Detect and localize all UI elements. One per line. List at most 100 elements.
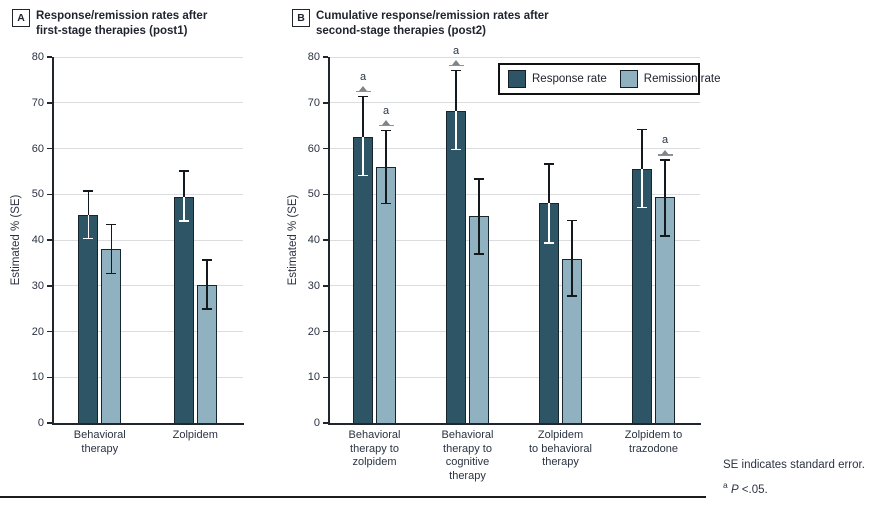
y-tick-label: 10 <box>307 371 320 384</box>
panel-b-title: Cumulative response/remission rates afte… <box>316 9 549 38</box>
error-bar <box>664 197 666 237</box>
gridline <box>52 331 243 332</box>
y-tick-label: 40 <box>31 234 44 246</box>
y-tick-label: 60 <box>307 142 320 155</box>
sig-marker-caret-icon <box>381 120 390 126</box>
panel-b-title-line1: Cumulative response/remission rates afte… <box>316 10 549 22</box>
y-tick-label: 40 <box>307 234 320 246</box>
footnote-p: a P <.05. <box>723 480 865 496</box>
panel-a-title: Response/remission rates after first-sta… <box>36 9 207 38</box>
sig-marker-line <box>657 154 673 156</box>
footnote-p-symbol: P <box>730 483 739 496</box>
gridline <box>328 193 700 195</box>
y-tick <box>323 376 328 378</box>
y-tick-label: 0 <box>313 417 320 429</box>
error-bar <box>478 178 480 217</box>
category-label: Zolpidem to behavioral therapy <box>529 429 592 468</box>
bar-response <box>446 110 466 423</box>
error-cap <box>544 242 554 244</box>
y-tick-label: 30 <box>307 279 320 292</box>
response-rate-swatch-icon <box>508 70 526 88</box>
sig-marker-line <box>355 90 371 93</box>
error-bar <box>206 259 208 285</box>
y-tick <box>323 239 328 241</box>
panel-a-header: A Response/remission rates after first-s… <box>12 9 207 38</box>
error-bar <box>571 258 573 297</box>
y-tick <box>323 102 328 104</box>
error-bar <box>385 166 387 205</box>
legend-item-remission: Remission rate <box>619 70 721 88</box>
y-tick <box>47 56 52 58</box>
y-tick-label: 60 <box>31 142 44 155</box>
y-tick <box>47 193 52 195</box>
y-tick <box>47 102 52 104</box>
gridline <box>52 56 243 58</box>
remission-rate-swatch-icon <box>619 70 638 88</box>
figure-bottom-rule <box>0 496 706 498</box>
error-cap <box>358 174 368 177</box>
gridline <box>52 285 243 287</box>
error-cap <box>474 253 484 255</box>
category-label: Zolpidem <box>172 429 218 441</box>
category-label: Behavioral therapy <box>73 429 126 455</box>
panel-a-title-line1: Response/remission rates after <box>36 10 208 22</box>
error-bar <box>206 284 208 310</box>
error-bar <box>571 219 573 259</box>
y-tick-label: 20 <box>31 325 44 338</box>
error-bar <box>664 159 666 198</box>
y-tick-label: 10 <box>31 371 44 384</box>
gridline <box>328 239 700 241</box>
gridline <box>52 193 243 195</box>
error-cap <box>201 308 212 310</box>
error-bar <box>183 170 185 197</box>
sig-label: a <box>452 44 460 57</box>
category-label: Behavioral therapy to zolpidem <box>348 429 401 468</box>
sig-marker-line <box>448 64 464 67</box>
y-tick <box>323 56 328 58</box>
panel-a-label: A <box>12 9 30 27</box>
gridline <box>328 102 700 104</box>
y-tick <box>323 285 328 287</box>
bar-response <box>353 136 373 423</box>
gridline <box>328 148 700 149</box>
y-tick-label: 50 <box>307 188 320 201</box>
gridline <box>52 148 243 149</box>
gridline <box>328 56 700 58</box>
error-cap <box>567 295 577 297</box>
error-cap <box>381 202 391 205</box>
error-bar <box>641 168 643 209</box>
error-bar <box>87 214 89 240</box>
error-bar <box>87 190 89 215</box>
y-tick <box>323 422 328 424</box>
y-tick <box>47 330 52 333</box>
error-bar <box>362 136 364 177</box>
error-bar <box>548 203 550 244</box>
gridline <box>52 102 243 104</box>
y-tick <box>47 422 52 424</box>
category-label: Behavioral therapy to cognitive therapy <box>441 429 494 482</box>
sig-label: a <box>661 134 669 147</box>
error-cap <box>451 148 461 151</box>
footnote-se: SE indicates standard error. <box>723 459 865 471</box>
y-tick-label: 70 <box>31 96 44 109</box>
panel-b-label: B <box>292 9 310 27</box>
legend: Response rate Remission rate <box>498 63 721 95</box>
y-tick <box>47 376 52 378</box>
y-tick-label: 20 <box>307 325 320 338</box>
error-cap <box>660 235 670 237</box>
legend-label-remission: Remission rate <box>643 73 721 85</box>
x-axis <box>52 423 244 425</box>
error-bar <box>362 95 364 137</box>
legend-label-response: Response rate <box>532 73 607 85</box>
footnote-p-value: <.05. <box>738 483 768 496</box>
sig-label: a <box>359 70 367 83</box>
error-bar <box>385 129 387 167</box>
y-tick <box>323 193 328 195</box>
footnotes: SE indicates standard error. a P <.05. <box>723 459 865 505</box>
legend-item-response: Response rate <box>508 70 607 88</box>
error-cap <box>178 220 189 222</box>
y-tick-label: 30 <box>31 279 44 292</box>
